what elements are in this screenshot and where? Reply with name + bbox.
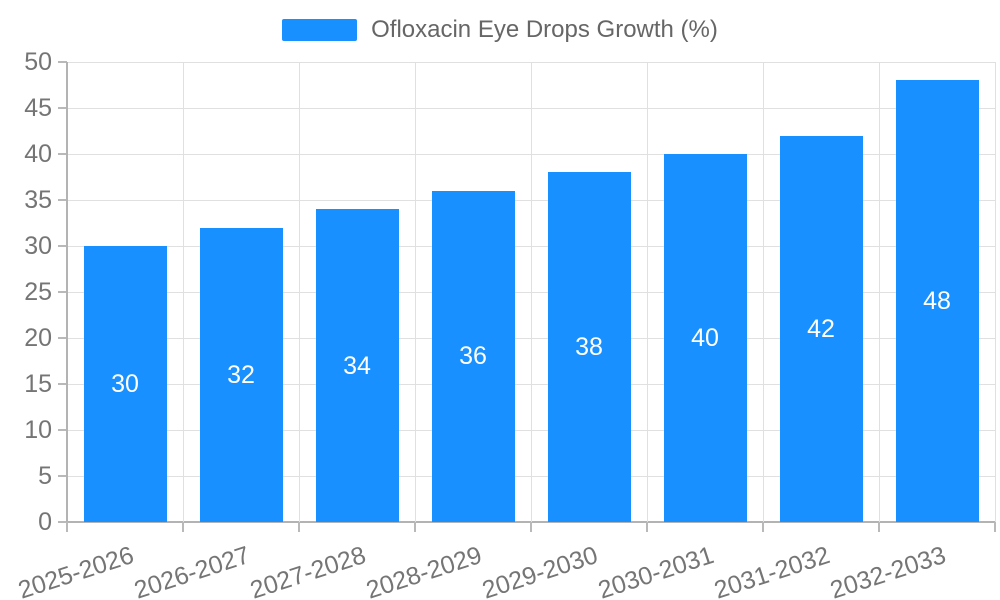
bar-2029-2030[interactable]: [547, 172, 631, 522]
y-axis-line: [66, 62, 68, 522]
bar-value-label: 40: [691, 324, 719, 352]
y-axis-tick-label: 35: [24, 186, 52, 214]
x-axis-tick-label: 2026-2027: [131, 541, 254, 600]
bar-value-label: 34: [343, 351, 371, 380]
bar-2030-2031[interactable]: [663, 154, 747, 522]
bar-2031-2032[interactable]: [779, 135, 863, 522]
bar-value-label: 32: [227, 360, 255, 389]
gridline-vertical: [415, 62, 416, 522]
x-axis-tick: [414, 522, 416, 532]
y-axis-tick: [58, 429, 67, 431]
y-axis-tick-label: 20: [24, 324, 52, 352]
x-axis-tick-label: 2032-2033: [827, 541, 950, 600]
gridline-vertical: [531, 62, 532, 522]
y-axis-tick-label: 15: [24, 370, 52, 398]
x-axis-tick-label: 2027-2028: [247, 541, 370, 600]
y-axis-tick-label: 25: [24, 278, 52, 306]
x-axis-tick: [646, 522, 648, 532]
bar-value-label: 30: [111, 370, 139, 398]
legend-swatch: [282, 19, 358, 42]
x-axis-tick-label: 2030-2031: [595, 541, 718, 600]
y-axis-tick: [58, 521, 67, 523]
y-axis-tick: [58, 245, 67, 247]
y-axis-tick-label: 0: [38, 508, 52, 536]
y-axis-tick: [58, 153, 67, 155]
bar-2027-2028[interactable]: [315, 209, 399, 522]
x-axis-tick: [994, 522, 996, 532]
x-axis-tick: [530, 522, 532, 532]
y-axis-tick: [58, 199, 67, 201]
gridline-vertical: [879, 62, 880, 522]
bar-2026-2027[interactable]: [199, 227, 283, 522]
x-axis-tick-label: 2031-2032: [711, 541, 834, 600]
bar-value-label: 48: [923, 287, 951, 316]
x-axis-tick: [182, 522, 184, 532]
y-axis-tick: [58, 383, 67, 385]
gridline-vertical: [995, 62, 996, 522]
bar-value-label: 42: [807, 314, 835, 343]
x-axis-tick: [878, 522, 880, 532]
y-axis-tick-label: 40: [24, 140, 52, 168]
y-axis-tick: [58, 61, 67, 63]
bar-2025-2026[interactable]: [83, 246, 167, 522]
y-axis-tick-label: 50: [24, 48, 52, 76]
y-axis-tick: [58, 475, 67, 477]
x-axis-tick: [66, 522, 68, 532]
y-axis-tick-label: 5: [38, 462, 52, 490]
legend[interactable]: Ofloxacin Eye Drops Growth (%): [0, 16, 1000, 43]
gridline-vertical: [299, 62, 300, 522]
y-axis-tick: [58, 107, 67, 109]
gridline-vertical: [183, 62, 184, 522]
bar-2028-2029[interactable]: [431, 190, 515, 522]
y-axis-tick: [58, 337, 67, 339]
bar-2032-2033[interactable]: [895, 80, 979, 522]
x-axis-tick: [762, 522, 764, 532]
gridline-vertical: [763, 62, 764, 522]
x-axis-tick-label: 2028-2029: [363, 541, 486, 600]
legend-label: Ofloxacin Eye Drops Growth (%): [371, 16, 718, 43]
bar-value-label: 36: [459, 342, 487, 371]
x-axis-tick-label: 2029-2030: [479, 541, 602, 600]
y-axis-tick: [58, 291, 67, 293]
x-axis-tick: [298, 522, 300, 532]
x-axis-tick-label: 2025-2026: [15, 541, 138, 600]
y-axis-tick-label: 10: [24, 416, 52, 444]
y-axis-tick-label: 45: [24, 94, 52, 122]
bar-value-label: 38: [575, 333, 603, 362]
gridline-vertical: [647, 62, 648, 522]
y-axis-tick-label: 30: [24, 232, 52, 260]
